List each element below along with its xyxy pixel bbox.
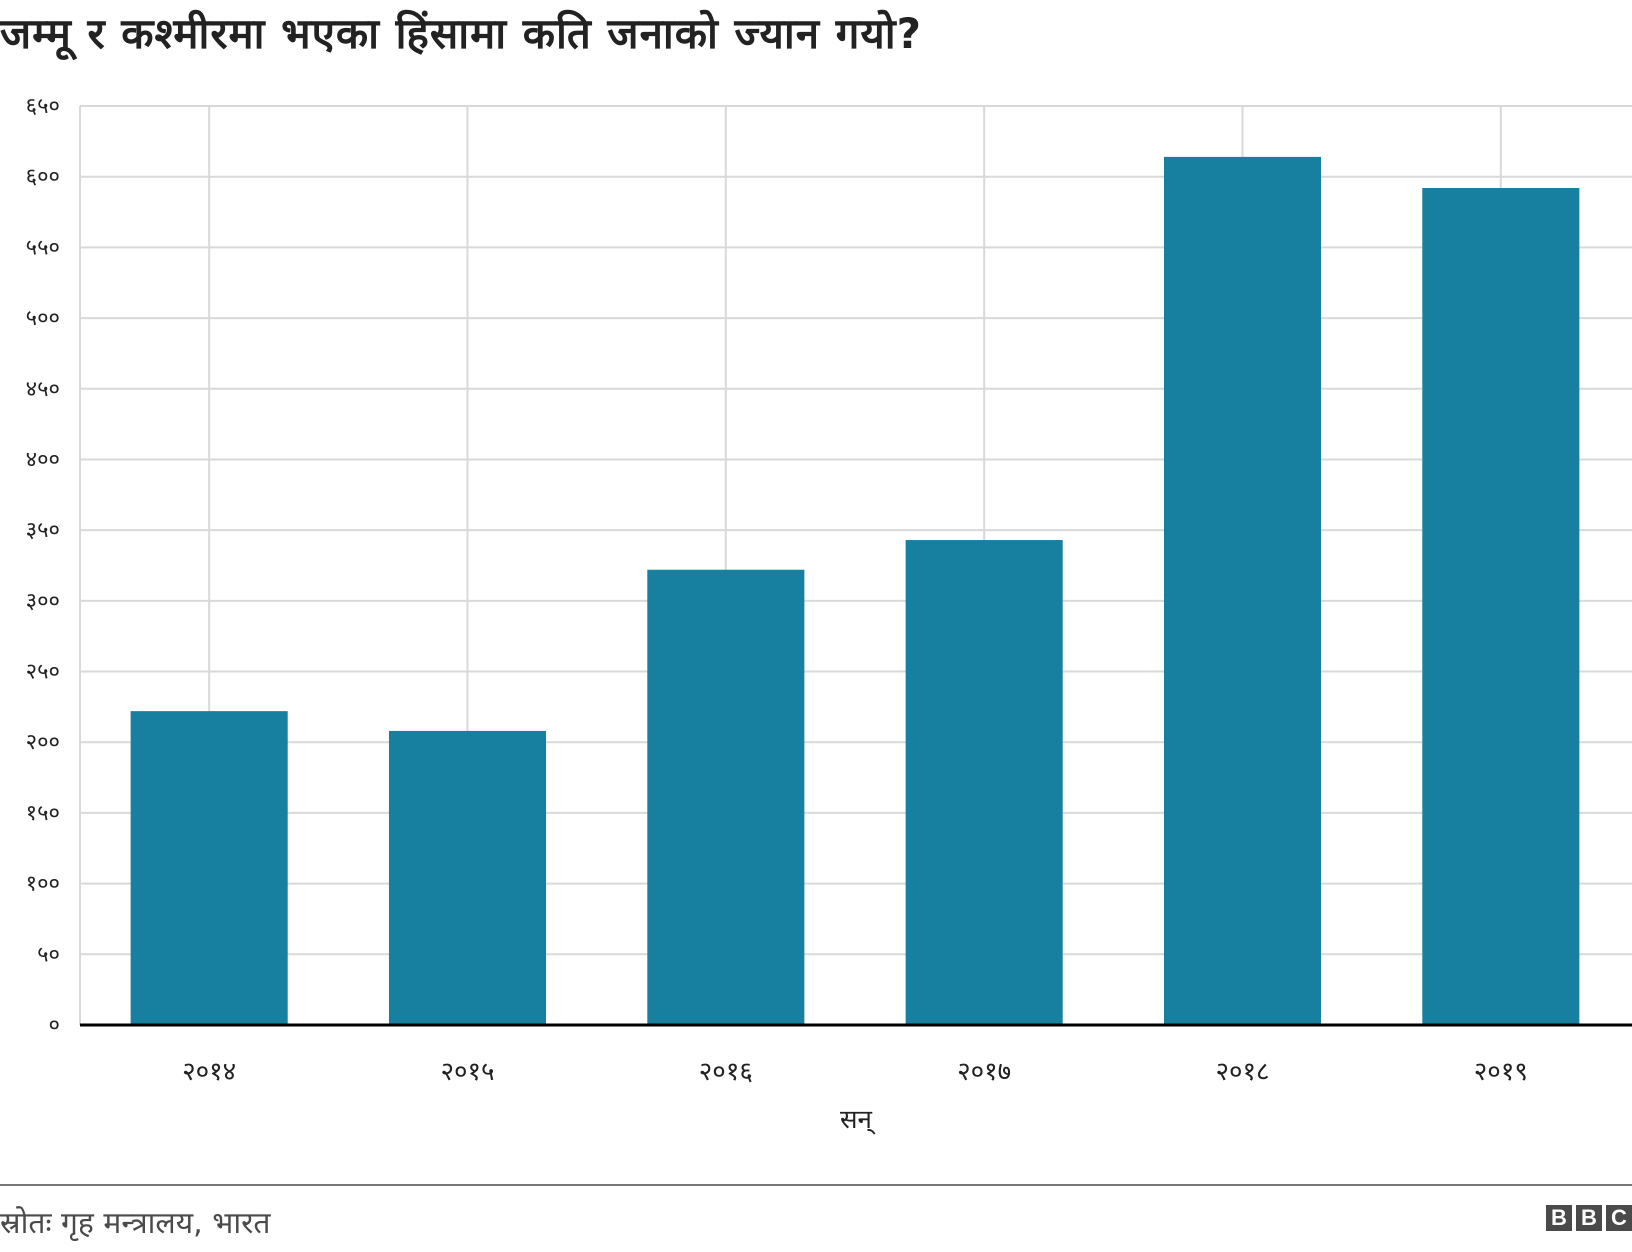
x-axis-label: सन् — [840, 1105, 876, 1135]
bbc-logo: B B C — [1546, 1205, 1632, 1231]
y-tick-label: २५० — [26, 660, 60, 685]
bar — [647, 569, 805, 1025]
bars — [130, 156, 1580, 1026]
logo-letter: B — [1546, 1205, 1572, 1231]
footer-divider — [0, 1184, 1632, 1186]
bar — [130, 711, 288, 1025]
bar — [388, 730, 547, 1025]
x-tick-label: २०१४ — [182, 1057, 236, 1087]
y-tick-label: १५० — [26, 801, 60, 826]
y-tick-label: ५५० — [26, 235, 60, 260]
axis-labels: ० ५० १०० १५० २०० २५० ३०० ३५० ४०० ४५० ५०० ५५० ६०० ६५० २… — [26, 94, 1528, 1135]
x-tick-label: २०१९ — [1474, 1057, 1528, 1087]
source-note: स्रोतः गृह मन्त्रालय, भारत — [0, 1206, 271, 1241]
bar — [905, 540, 1063, 1025]
gridlines — [79, 105, 1632, 1025]
y-tick-label: ५० — [37, 942, 60, 967]
y-tick-label: ५०० — [26, 306, 60, 331]
y-tick-label: ४०० — [26, 447, 60, 472]
chart-title: जम्मू र कश्मीरमा भएका हिंसामा कति जनाको … — [0, 9, 922, 58]
y-tick-label: ६०० — [26, 165, 60, 190]
logo-letter: C — [1606, 1205, 1632, 1231]
x-tick-label: २०१७ — [957, 1057, 1011, 1087]
y-tick-label: ३०० — [26, 589, 60, 614]
y-tick-label: ४५० — [26, 377, 60, 402]
y-tick-label: ६५० — [26, 94, 60, 119]
x-tick-label: २०१६ — [699, 1057, 753, 1087]
logo-letter: B — [1576, 1205, 1602, 1231]
bar — [1163, 156, 1322, 1026]
y-tick-label: २०० — [26, 730, 60, 755]
y-tick-label: ३५० — [26, 518, 60, 543]
bar — [1422, 188, 1580, 1026]
y-tick-label: १०० — [26, 872, 60, 897]
x-tick-label: २०१५ — [440, 1057, 494, 1087]
y-tick-label: ० — [49, 1013, 60, 1038]
x-tick-label: २०१८ — [1215, 1057, 1269, 1087]
bar-chart: ० ५० १०० १५० २०० २५० ३०० ३५० ४०० ४५० ५०० ५५० ६०० ६५० २… — [26, 94, 1632, 1135]
